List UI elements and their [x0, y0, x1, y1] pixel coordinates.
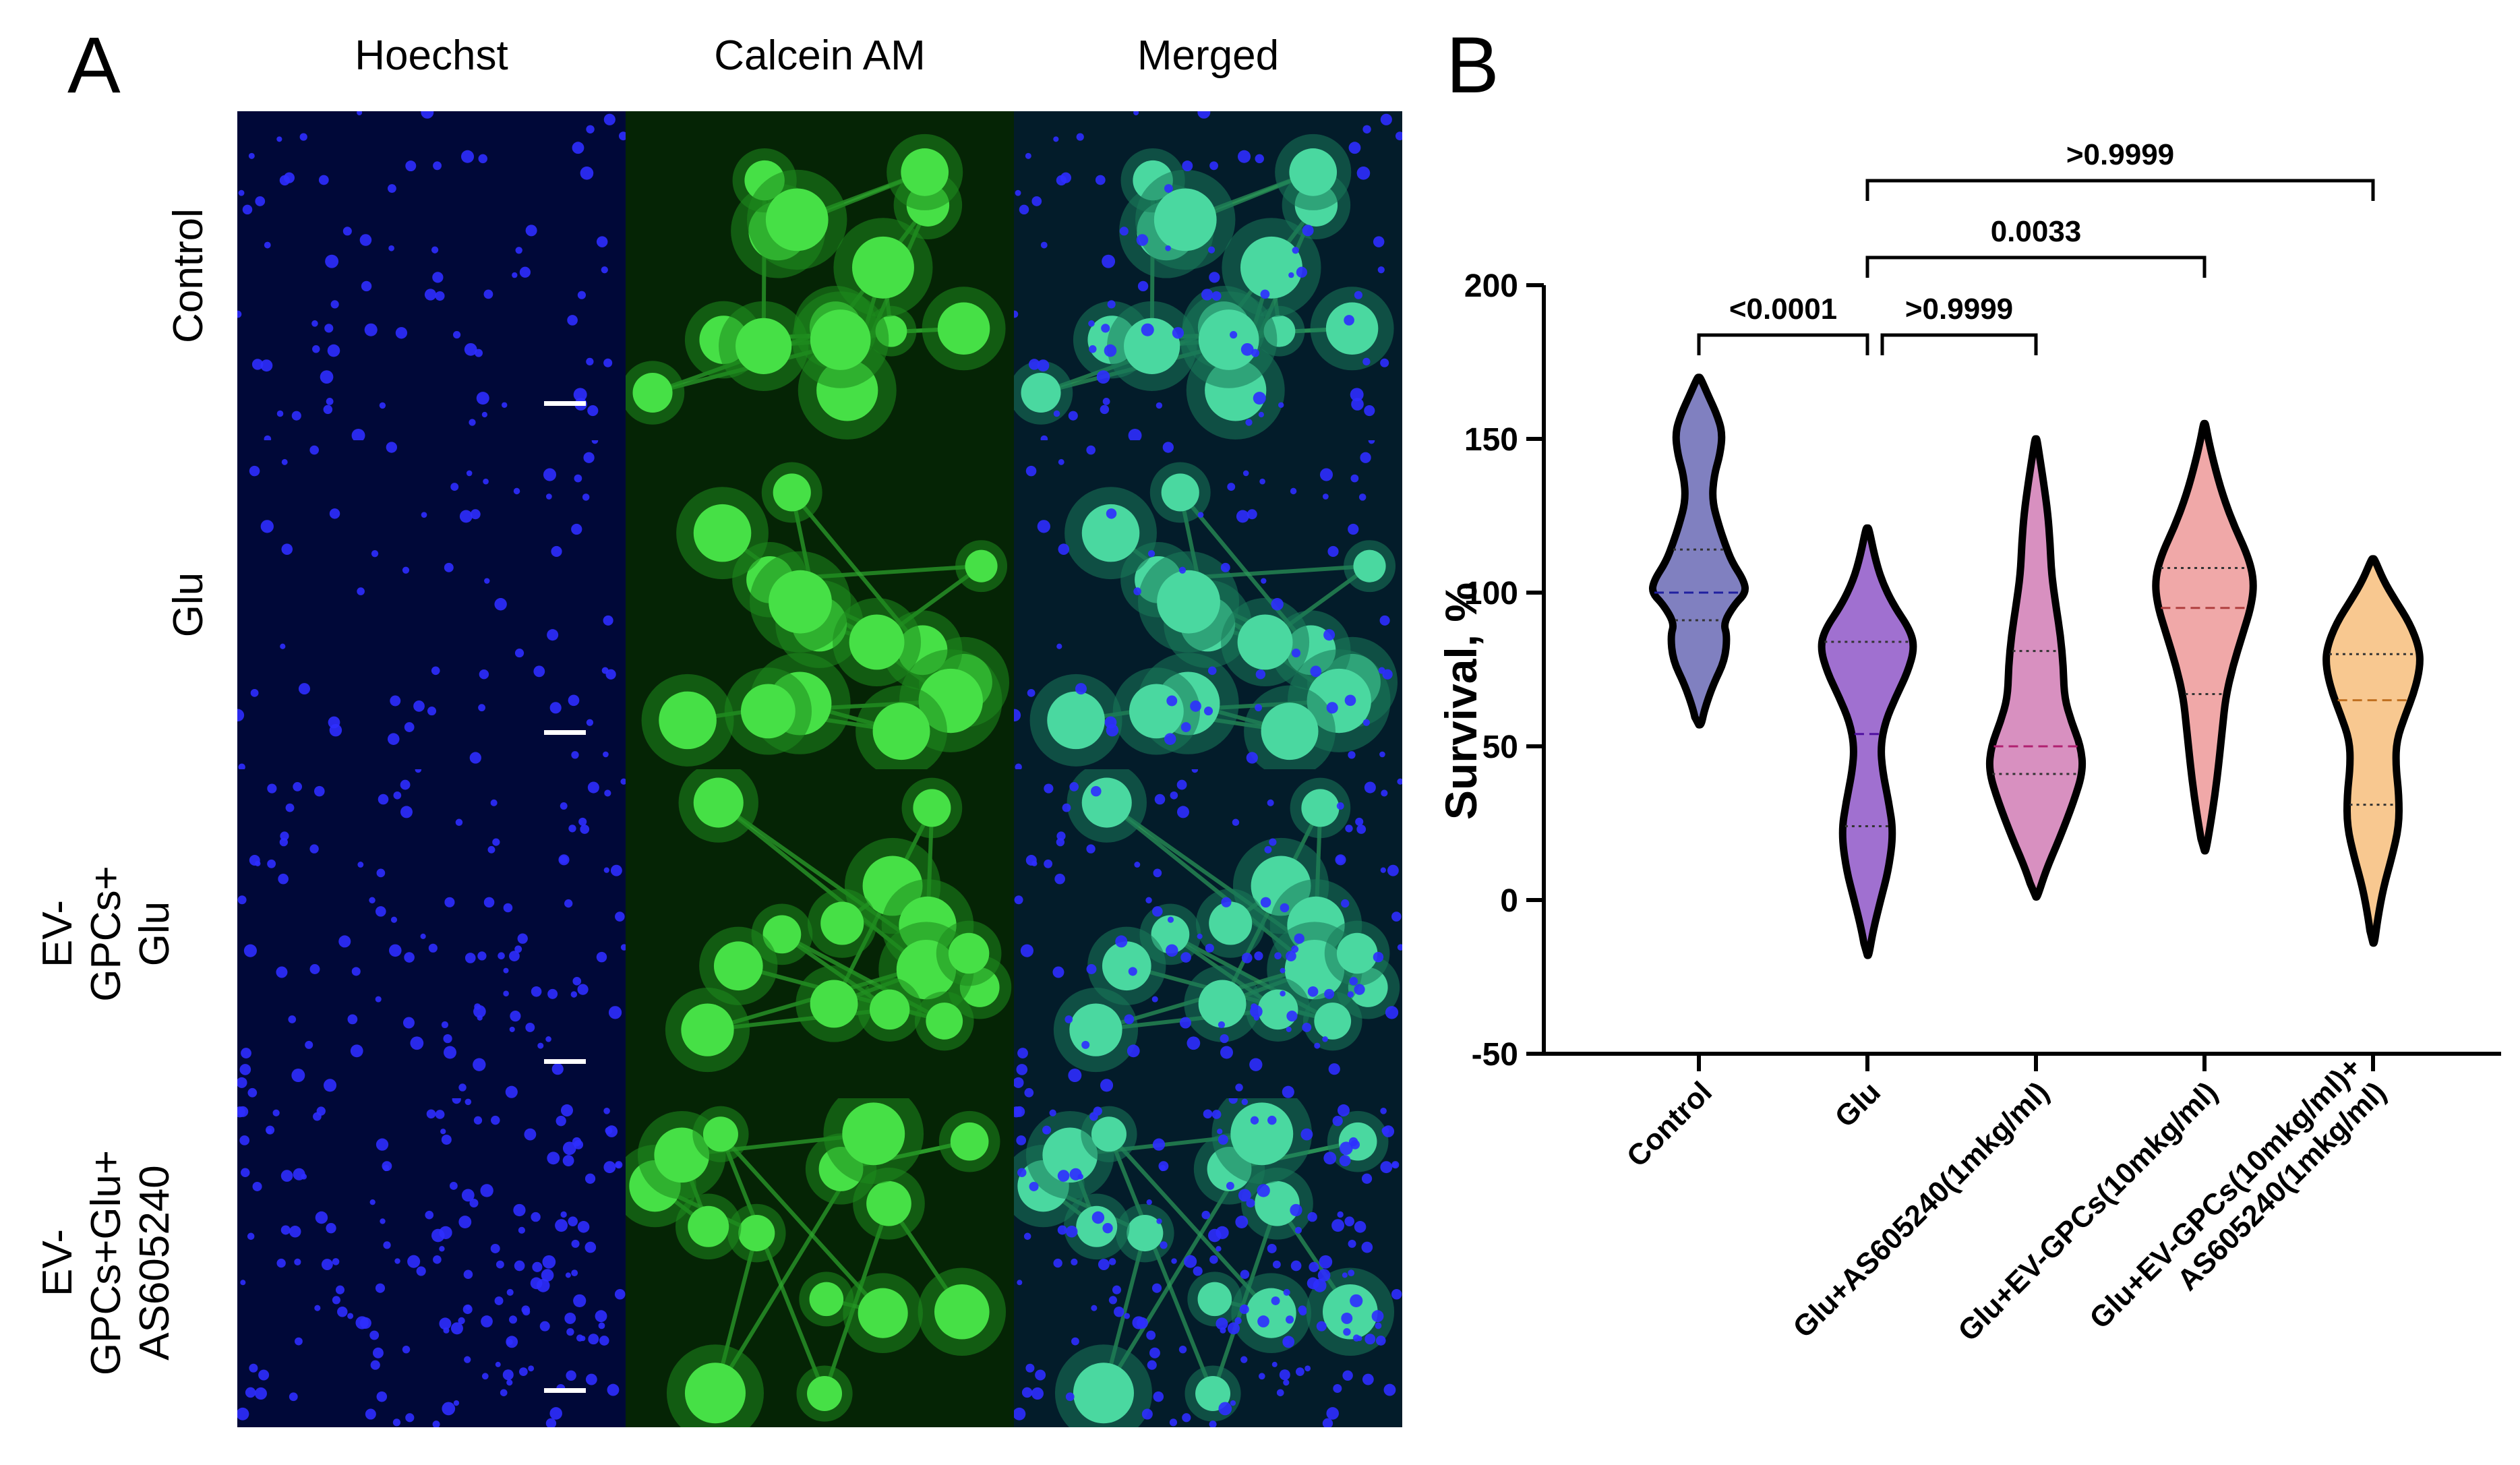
p-value-label: >0.9999 [1905, 293, 2013, 326]
p-value-label: <0.0001 [1729, 293, 1837, 326]
significance-bracket [1865, 256, 2207, 278]
hoechst-image [237, 769, 626, 1098]
row-label-line: GPCs+Glu+ [83, 1149, 129, 1376]
scale-bar [544, 1388, 586, 1393]
calcein-image [626, 440, 1014, 769]
x-tick-label: Glu+EV-GPCs(10mkg/ml)+ [2083, 1051, 2368, 1336]
x-tick-label-group: Glu+EV-GPCs(10mkg/ml)+AS605240(1mkg/ml) [2083, 1051, 2393, 1336]
x-tick-label: Glu+AS605240(1mkg/ml) [1787, 1075, 2056, 1344]
scale-bar [544, 730, 586, 735]
hoechst-image [237, 111, 626, 440]
column-header-hoechst: Hoechst [355, 32, 508, 79]
violin-4 [2322, 555, 2424, 947]
y-tick-label: 100 [1464, 576, 1518, 611]
x-tick-label-group: Control [1621, 1075, 1718, 1173]
x-tick-label: Glu [1828, 1075, 1886, 1133]
violins [1648, 373, 2424, 959]
hoechst-image [237, 440, 626, 769]
violin-2 [1985, 435, 2087, 901]
significance-brackets: <0.0001 >0.9999 0.0033 >0.9999 [1697, 138, 2375, 355]
x-tick-labels: Control GluGlu+AS605240(1mkg/ml)Glu+EV-GP… [1621, 1051, 2393, 1348]
scale-bar [544, 401, 586, 406]
violin-1 [1818, 524, 1917, 959]
violin-0 [1648, 373, 1749, 729]
x-tick-label-group: Glu [1828, 1075, 1886, 1133]
row-label-line: AS605240 [131, 1165, 178, 1361]
significance-bracket [1880, 333, 2038, 355]
p-value-label: 0.0033 [1991, 215, 2082, 248]
y-tick-label: 50 [1482, 729, 1518, 765]
panel-b-letter: B [1446, 21, 1499, 110]
scale-bar [544, 1059, 586, 1064]
merged-image [1014, 1098, 1402, 1427]
hoechst-image [237, 1098, 626, 1427]
calcein-image [626, 111, 1014, 440]
row-label: EV- GPCs+Glu+ AS605240 [34, 1060, 179, 1465]
x-tick-label-group: Glu+EV-GPCs(10mkg/ml) [1952, 1075, 2224, 1348]
merged-image [1014, 111, 1402, 440]
panel-a-letter: A [67, 21, 121, 110]
y-tick-label: 150 [1464, 422, 1518, 458]
y-tick-label: 0 [1500, 883, 1518, 919]
merged-image [1014, 440, 1402, 769]
x-tick-label: Control [1621, 1075, 1718, 1173]
y-axis-label: Survival, % [1436, 582, 1486, 820]
row-label-line: EV- [34, 1229, 81, 1296]
x-tick-label-group: Glu+AS605240(1mkg/ml) [1787, 1075, 2056, 1344]
column-header-merged: Merged [1137, 32, 1280, 79]
calcein-image [626, 1098, 1014, 1427]
calcein-image [626, 769, 1014, 1098]
p-value-label: >0.9999 [2066, 138, 2174, 171]
significance-bracket [1865, 179, 2375, 201]
significance-bracket [1697, 333, 1869, 355]
y-tick-label: 200 [1464, 268, 1518, 304]
x-tick-label: AS605240(1mkg/ml) [2171, 1075, 2393, 1297]
y-axis: -50 0 50 100 150 200 [1464, 268, 2501, 1073]
violin-3 [2152, 419, 2257, 855]
column-header-calcein-am: Calcein AM [714, 32, 926, 79]
merged-image [1014, 769, 1402, 1098]
y-tick-label: -50 [1472, 1037, 1518, 1073]
x-tick-label: Glu+EV-GPCs(10mkg/ml) [1952, 1075, 2224, 1348]
